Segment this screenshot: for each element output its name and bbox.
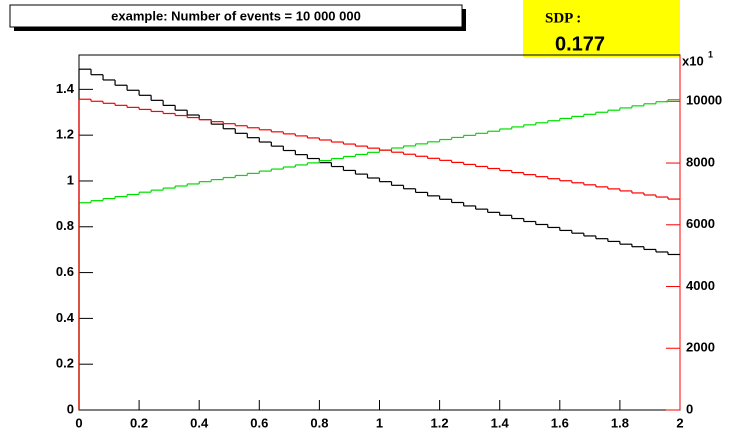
y-tick-label: 1.2 [56,127,74,142]
y-tick-label: 0.2 [56,356,74,371]
stats-value: 0.177 [555,33,605,55]
x-tick-label: 1.8 [611,415,629,430]
y2-tick-label: 6000 [686,216,715,231]
chart-title: example: Number of events = 10 000 000 [111,8,361,23]
histogram-riser [78,99,669,410]
x-tick-label: 2 [676,415,683,430]
y-tick-label: 0.6 [56,264,74,279]
x-tick-label: 0.8 [310,415,328,430]
y2-tick-label: 0 [686,401,693,416]
y2-exponent-power: 1 [708,49,713,59]
y2-tick-label: 2000 [686,340,715,355]
y2-exponent-base: x10 [682,53,704,68]
x-tick-label: 0.2 [130,415,148,430]
x-tick-label: 1 [376,415,383,430]
plot-frame [78,54,681,411]
histogram-riser [78,99,669,410]
histogram-riser [78,69,669,410]
stats-label: SDP : [545,10,581,26]
x-tick-label: 0.6 [250,415,268,430]
y-tick-label: 0.8 [56,218,74,233]
y-tick-label: 0.4 [56,310,75,325]
x-tick-label: 1.6 [551,415,569,430]
y-tick-label: 0 [67,401,74,416]
y2-tick-label: 8000 [686,154,715,169]
y-tick-label: 1 [67,172,74,187]
title-box [9,4,463,28]
x-tick-label: 1.2 [431,415,449,430]
y2-tick-label: 4000 [686,278,715,293]
stats-box [523,0,680,57]
x-tick-label: 1.4 [491,415,510,430]
y-tick-label: 1.4 [56,81,75,96]
x-tick-label: 0 [75,415,82,430]
y2-tick-label: 10000 [686,93,722,108]
x-tick-label: 0.4 [190,415,209,430]
